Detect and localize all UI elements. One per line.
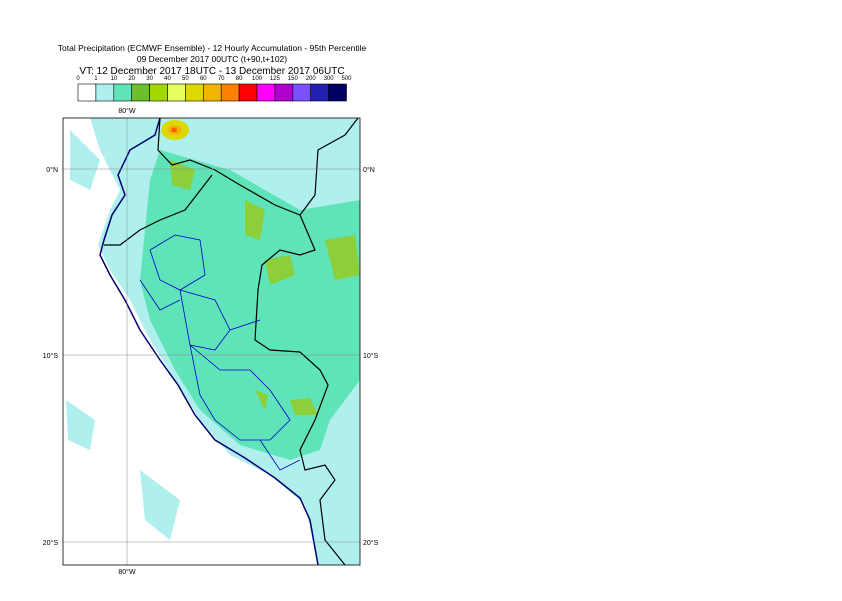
legend-swatch <box>220 83 240 102</box>
legend-label: 60 <box>200 76 207 82</box>
legend-label: 100 <box>252 76 263 82</box>
legend-label: 10 <box>110 76 117 82</box>
legend-swatch <box>310 83 329 102</box>
lat-label: 10°S <box>363 352 379 360</box>
legend-label: 30 <box>146 76 153 82</box>
legend-label: 80 <box>236 76 243 82</box>
region-borders <box>139 234 301 471</box>
legend-swatch <box>149 83 168 102</box>
precip-peak <box>171 127 177 133</box>
precip-ocean <box>66 130 180 540</box>
legend-label: 300 <box>324 76 335 82</box>
lat-label: 20°S <box>363 539 379 547</box>
lat-label: 0°N <box>46 166 58 174</box>
legend-swatch <box>113 83 133 102</box>
legend-label: 50 <box>182 76 189 82</box>
legend-label: 70 <box>218 76 225 82</box>
legend-swatch <box>77 83 97 102</box>
legend-swatch <box>95 83 115 102</box>
lon-label: 80°W <box>118 568 136 576</box>
legend-swatch <box>328 83 347 102</box>
legend-label: 40 <box>164 76 171 82</box>
legend-swatch <box>274 83 294 102</box>
legend-label: 200 <box>306 76 317 82</box>
map <box>63 118 360 565</box>
legend-label: 20 <box>128 76 135 82</box>
legend-swatch <box>185 83 204 102</box>
legend: 0 1 10 20 30 40 50 60 70 80 100 125 150 200 300 500 <box>76 76 352 102</box>
lon-label: 80°W <box>118 107 136 115</box>
lat-label: 10°S <box>43 352 59 360</box>
legend-label: 125 <box>270 76 281 82</box>
map-frame <box>62 117 361 566</box>
legend-swatch <box>167 83 186 102</box>
country-border <box>104 118 359 565</box>
legend-swatch <box>292 83 311 102</box>
coastline <box>99 118 319 565</box>
legend-swatch <box>203 83 222 102</box>
title: Total Precipitation (ECMWF Ensemble) - 1… <box>58 43 367 53</box>
legend-label: 500 <box>341 76 352 82</box>
legend-label: 1 <box>94 76 98 82</box>
legend-label: 0 <box>76 76 80 82</box>
precip-heavy <box>170 160 360 415</box>
valid-time: VT: 12 December 2017 18UTC - 13 December… <box>79 66 344 77</box>
legend-swatch <box>256 83 276 102</box>
legend-swatch <box>238 83 258 102</box>
lat-label: 20°S <box>43 539 59 547</box>
legend-swatch <box>131 83 150 102</box>
legend-label: 150 <box>288 76 299 82</box>
subtitle: 09 December 2017 00UTC (t+90,t+102) <box>137 54 287 64</box>
lat-label: 0°N <box>363 166 375 174</box>
